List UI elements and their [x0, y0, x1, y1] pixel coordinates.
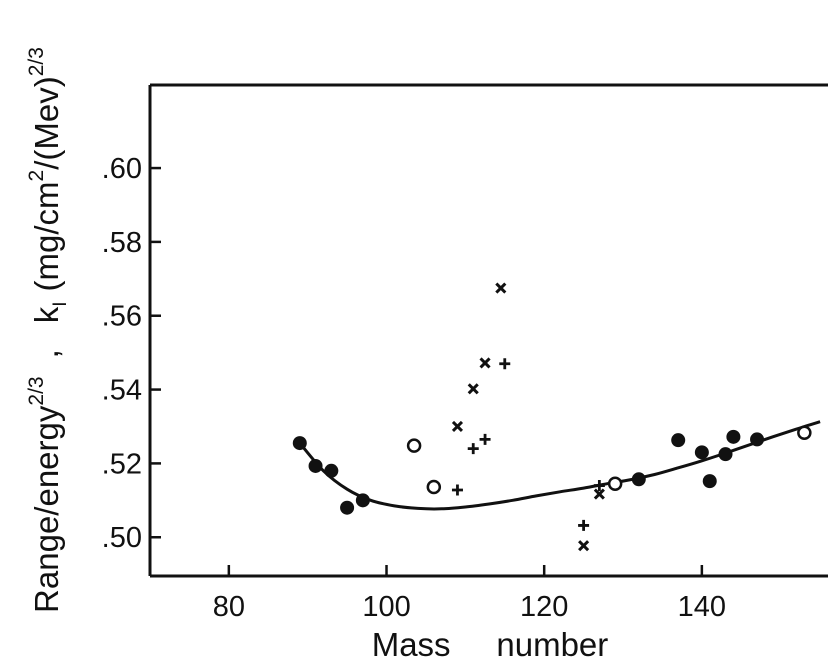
- data-point-plus: [578, 519, 590, 531]
- data-point-plus: [499, 358, 511, 370]
- y-title-units-a-exponent: 2: [25, 170, 48, 182]
- data-point-cross: [495, 282, 507, 294]
- x-tick-label: 80: [213, 591, 245, 623]
- x-axis-ticks: 80 100 120 140: [213, 565, 726, 623]
- y-title-k-subscript: I: [50, 301, 71, 306]
- data-point-cross: [479, 357, 491, 369]
- fit-curve-layer: [298, 420, 821, 511]
- data-points-layer: [292, 282, 812, 552]
- y-tick-label: .56: [102, 301, 142, 333]
- y-title-separator: ,: [28, 349, 65, 358]
- data-point-filled-circle: [340, 500, 355, 515]
- data-point-cross: [578, 540, 590, 552]
- data-point-open-circle: [607, 476, 623, 491]
- plot-frame: [148, 83, 828, 578]
- y-tick-label: .60: [102, 153, 142, 185]
- data-point-filled-circle: [702, 474, 717, 489]
- data-point-filled-circle: [292, 436, 307, 451]
- data-point-filled-circle: [355, 493, 370, 508]
- y-title-main-exponent: 2/3: [25, 376, 48, 405]
- data-point-filled-circle: [726, 429, 741, 444]
- data-point-filled-circle: [671, 433, 686, 448]
- data-point-plus: [467, 443, 479, 455]
- data-point-plus: [479, 433, 491, 445]
- data-point-plus: [451, 484, 463, 496]
- data-point-filled-circle: [308, 458, 323, 473]
- data-point-filled-circle: [694, 445, 709, 460]
- data-point-plus: [593, 480, 605, 492]
- y-tick-label: .58: [102, 227, 142, 259]
- data-point-cross: [593, 488, 605, 500]
- data-point-filled-circle: [718, 447, 733, 462]
- y-tick-label: .50: [102, 522, 142, 554]
- y-tick-label: .54: [102, 375, 142, 407]
- y-tick-label: .52: [102, 448, 142, 480]
- y-title-units-b-exponent: 2/3: [25, 47, 48, 76]
- data-point-cross: [467, 383, 479, 395]
- data-point-filled-circle: [324, 463, 339, 478]
- y-title-units-a: (mg/cm: [28, 181, 65, 291]
- x-axis-title: Mass number: [372, 626, 609, 663]
- y-axis-title: Range/energy2/3,kI(mg/cm2/(Mev)2/3: [25, 47, 71, 613]
- fit-curve: [298, 420, 821, 511]
- y-title-units-b: /(Mev): [28, 76, 65, 170]
- data-point-filled-circle: [750, 432, 765, 447]
- x-tick-label: 100: [362, 591, 410, 623]
- y-title-k: k: [28, 306, 65, 323]
- x-tick-label: 140: [678, 591, 726, 623]
- data-point-cross: [451, 420, 464, 433]
- data-point-filled-circle: [631, 472, 646, 487]
- data-point-open-circle: [406, 438, 422, 453]
- y-title-main: Range/energy: [28, 405, 65, 613]
- data-point-open-circle: [426, 479, 442, 495]
- data-point-open-circle: [797, 425, 812, 441]
- x-tick-label: 120: [520, 591, 568, 623]
- y-axis-ticks: .50 .52 .54 .56 .58 .60: [102, 153, 161, 554]
